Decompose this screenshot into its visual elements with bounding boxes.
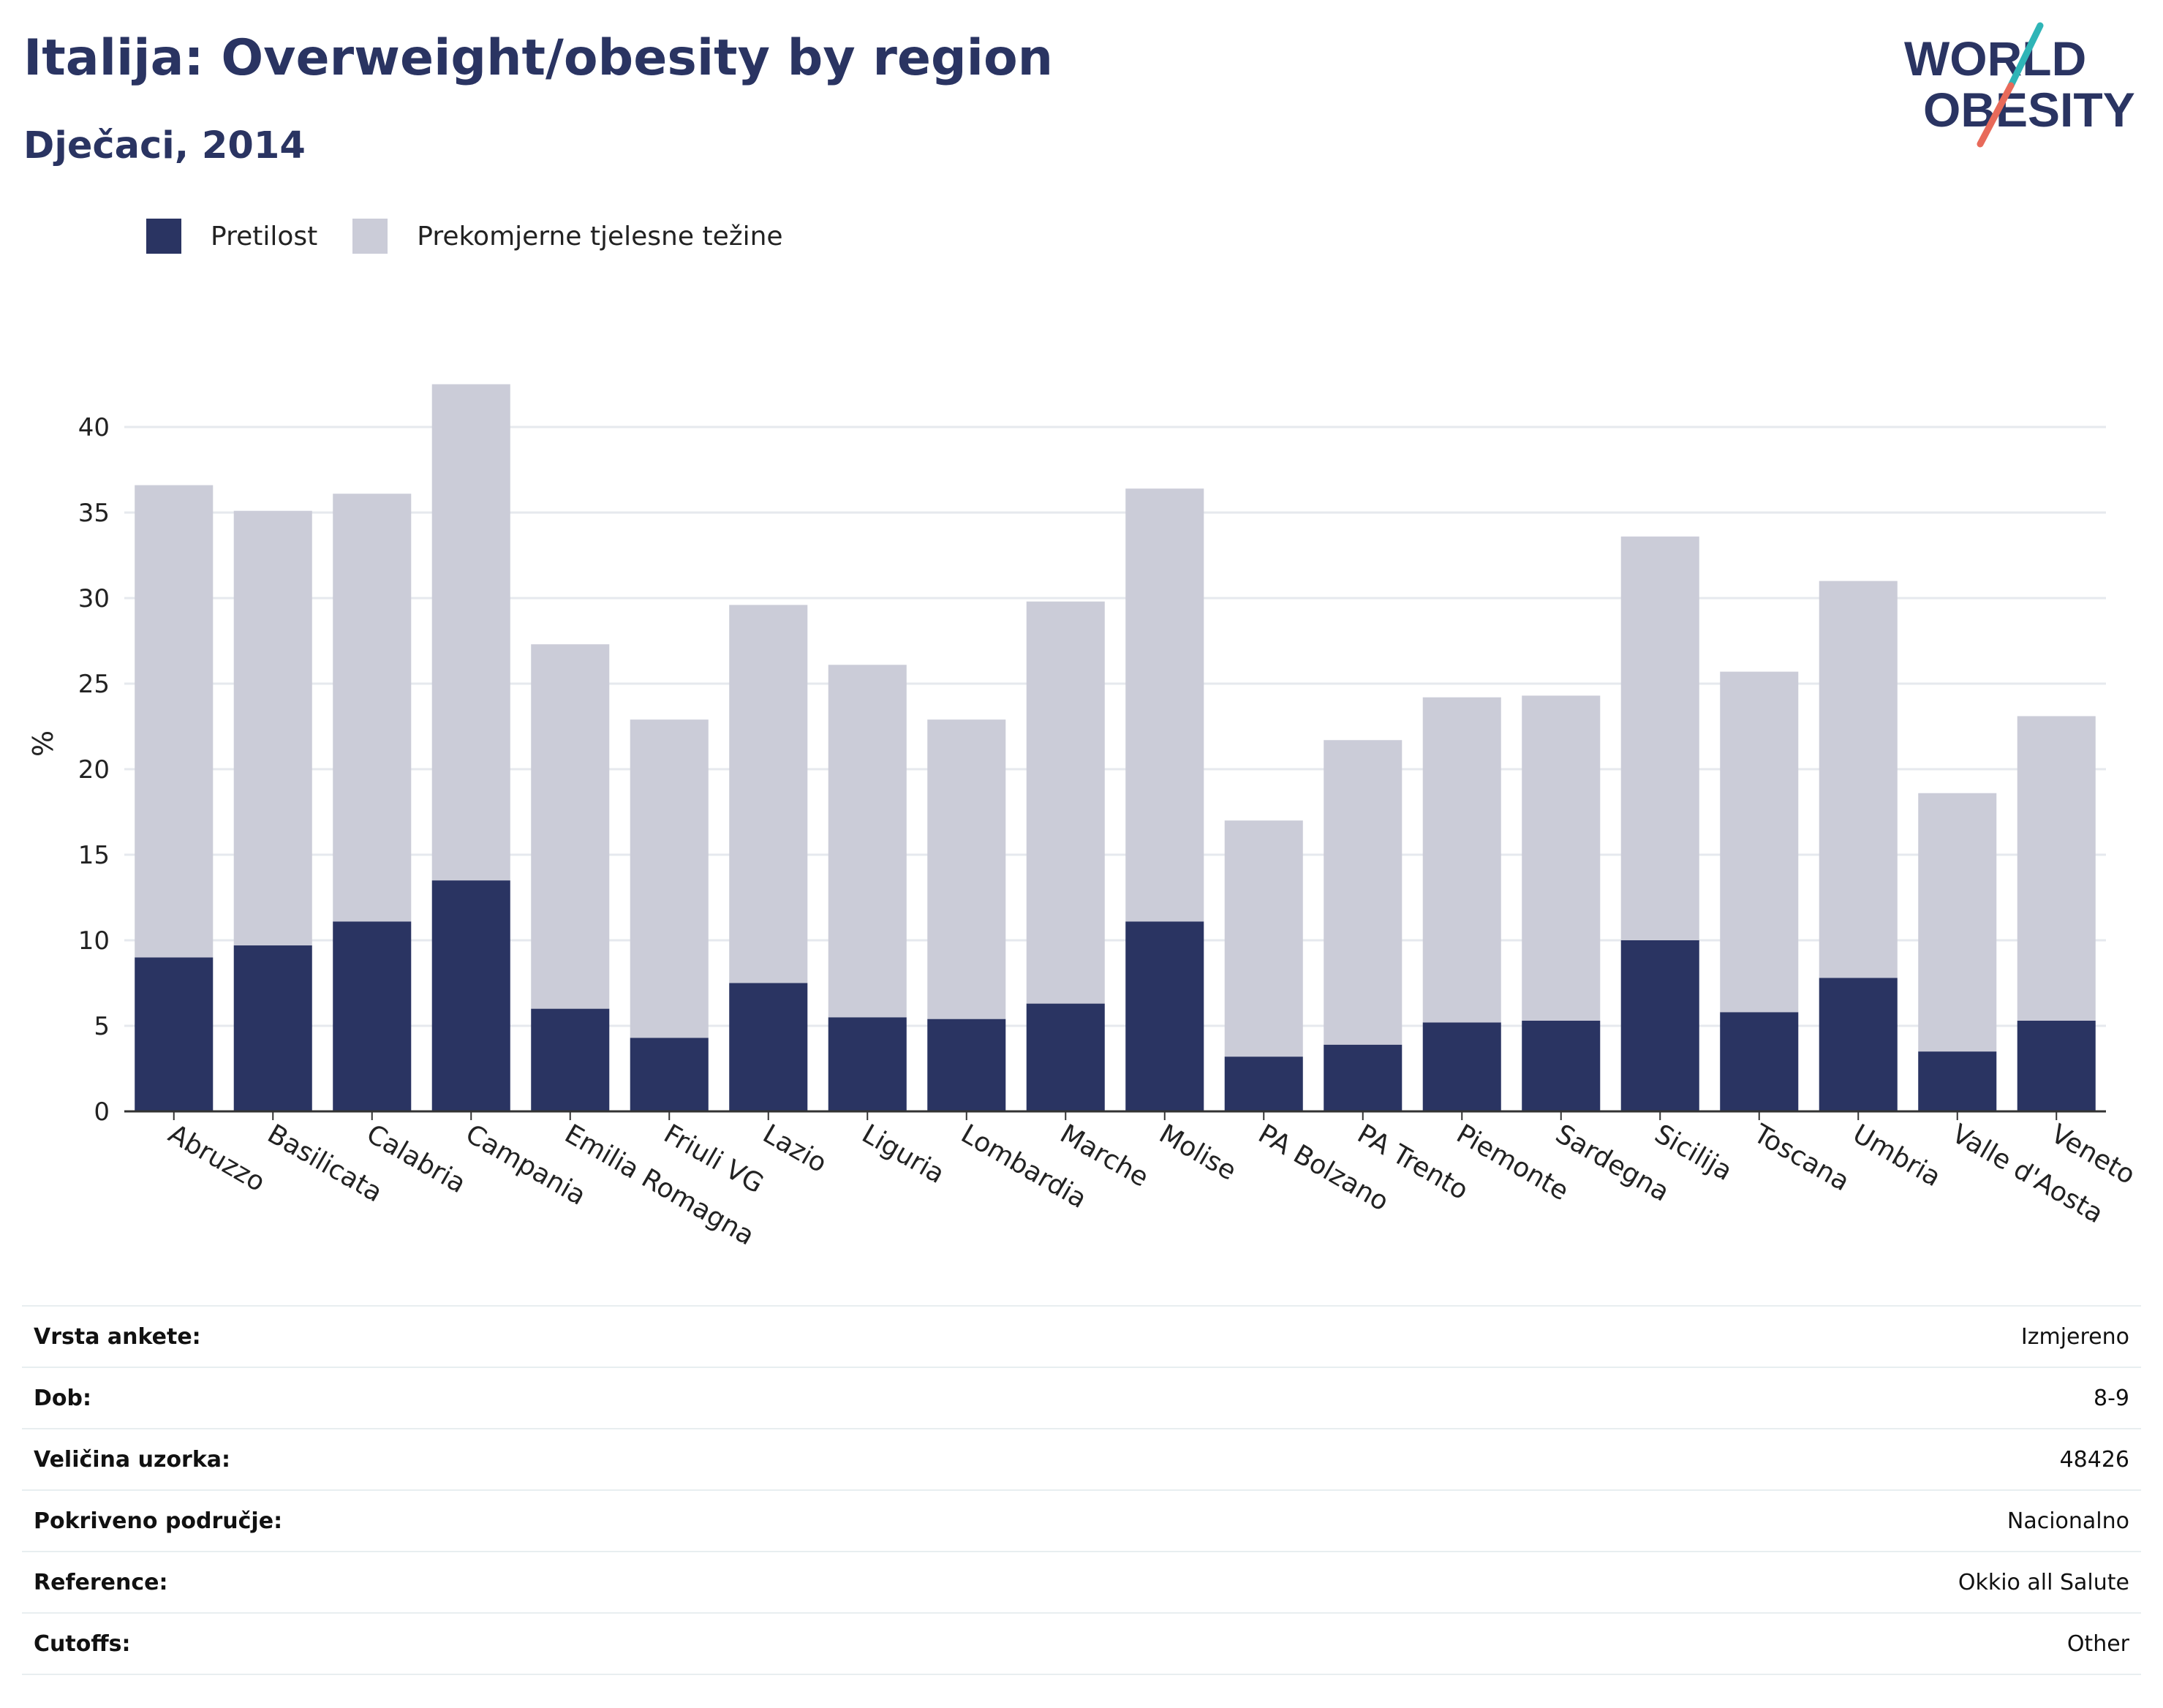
x-tick-label: Sardegna — [1550, 1119, 1674, 1207]
bar-obesity — [2017, 1020, 2096, 1111]
x-tick-label: Lazio — [758, 1119, 831, 1179]
logo-line-2: OBESITY — [1923, 83, 2135, 137]
bar-overweight — [1026, 601, 1105, 1004]
bar-overweight — [233, 510, 312, 946]
x-tick-label: Abruzzo — [163, 1119, 270, 1198]
bar-obesity — [1224, 1057, 1303, 1111]
info-row-label: Dob: — [34, 1385, 91, 1411]
survey-info-table: Vrsta ankete: Izmjereno Dob: 8-9 Veličina uz… — [22, 1305, 2141, 1675]
chart-title: Italija: Overweight/obesity by region — [23, 29, 1054, 87]
info-row-value: Nacionalno — [2007, 1508, 2129, 1534]
info-row-value: 8-9 — [2094, 1385, 2129, 1411]
bar-obesity — [1422, 1022, 1501, 1111]
bar-obesity — [1125, 921, 1204, 1111]
bar-overweight — [2017, 716, 2096, 1021]
bar-overweight — [531, 644, 610, 1009]
bar-overweight — [1620, 536, 1699, 940]
y-tick-label: 30 — [78, 584, 110, 613]
y-tick-label: 15 — [78, 841, 110, 870]
grid-lines — [124, 426, 2106, 1027]
y-axis-label: % — [27, 730, 59, 757]
bar-obesity — [630, 1038, 709, 1111]
chart-subtitle: Dječaci, 2014 — [23, 124, 306, 167]
bar-obesity — [1324, 1044, 1403, 1111]
x-tick-label: Toscana — [1748, 1119, 1854, 1198]
bar-overweight — [630, 719, 709, 1038]
bar-overweight — [1918, 793, 1997, 1052]
info-row-label: Reference: — [34, 1569, 168, 1595]
bar-obesity — [531, 1008, 610, 1111]
bar-obesity — [1522, 1020, 1601, 1111]
bar-overweight — [828, 665, 907, 1018]
logo-line-1: WORLD — [1904, 31, 2086, 86]
y-tick-label: 35 — [78, 499, 110, 528]
info-row-value: Okkio all Salute — [1958, 1569, 2129, 1595]
x-tick-label: Umbria — [1848, 1119, 1946, 1193]
bar-obesity — [729, 983, 808, 1111]
y-tick-label: 25 — [78, 670, 110, 699]
bar-obesity — [135, 957, 214, 1111]
bar-overweight — [1522, 695, 1601, 1021]
chart-legend: Pretilost Prekomjerne tjelesne težine — [146, 216, 818, 257]
info-row-value: Other — [2066, 1630, 2129, 1657]
bar-chart: 0510152025303540%AbruzzoBasilicataCalabr… — [27, 384, 2140, 1252]
legend-swatch-overweight — [352, 219, 388, 254]
bar-overweight — [1324, 740, 1403, 1045]
info-row-label: Cutoffs: — [34, 1630, 131, 1657]
y-tick-label: 5 — [94, 1012, 110, 1041]
x-tick-label: Piemonte — [1452, 1119, 1574, 1206]
bar-overweight — [1819, 581, 1898, 978]
legend-swatch-obesity — [146, 219, 181, 254]
bar-overweight — [333, 494, 412, 922]
bar-overweight — [1125, 488, 1204, 922]
bar-obesity — [431, 880, 510, 1111]
info-row-value: 48426 — [2059, 1446, 2129, 1473]
bar-obesity — [1026, 1003, 1105, 1111]
info-row-label: Vrsta ankete: — [34, 1323, 201, 1350]
legend-label-obesity: Pretilost — [211, 221, 318, 252]
world-obesity-logo: WORLD OBESITY — [1904, 22, 2135, 148]
bar-overweight — [1422, 697, 1501, 1023]
info-row-label: Veličina uzorka: — [34, 1446, 231, 1473]
x-tick-label: Molise — [1154, 1119, 1241, 1187]
legend-label-overweight: Prekomjerne tjelesne težine — [417, 221, 783, 252]
bar-overweight — [1224, 820, 1303, 1057]
info-row: Cutoffs: Other — [22, 1612, 2141, 1675]
info-row-value: Izmjereno — [2020, 1323, 2129, 1350]
y-tick-label: 40 — [78, 413, 110, 442]
bars — [135, 384, 2096, 1111]
bar-overweight — [1720, 671, 1799, 1013]
info-row: Vrsta ankete: Izmjereno — [22, 1305, 2141, 1367]
info-row: Pokriveno područje: Nacionalno — [22, 1489, 2141, 1551]
bar-obesity — [1819, 978, 1898, 1111]
bar-obesity — [1620, 940, 1699, 1111]
bar-obesity — [1918, 1051, 1997, 1111]
info-row: Dob: 8-9 — [22, 1367, 2141, 1428]
info-row: Reference: Okkio all Salute — [22, 1551, 2141, 1612]
y-tick-label: 0 — [94, 1097, 110, 1127]
legend-item-overweight[interactable]: Prekomjerne tjelesne težine — [352, 219, 783, 254]
y-tick-label: 20 — [78, 755, 110, 785]
bar-overweight — [729, 605, 808, 983]
bar-overweight — [927, 719, 1006, 1019]
bar-obesity — [828, 1017, 907, 1111]
logo-slash-teal — [2007, 22, 2044, 89]
bar-obesity — [927, 1019, 1006, 1111]
bar-obesity — [333, 921, 412, 1111]
bar-overweight — [135, 485, 214, 958]
bar-obesity — [1720, 1012, 1799, 1111]
info-row: Veličina uzorka: 48426 — [22, 1428, 2141, 1489]
bar-obesity — [233, 945, 312, 1111]
y-tick-label: 10 — [78, 926, 110, 956]
info-row-label: Pokriveno područje: — [34, 1508, 283, 1534]
x-tick-label: Liguria — [857, 1119, 950, 1190]
bar-overweight — [431, 384, 510, 881]
legend-item-obesity[interactable]: Pretilost — [146, 219, 317, 254]
logo-slash-coral — [1977, 82, 2015, 148]
